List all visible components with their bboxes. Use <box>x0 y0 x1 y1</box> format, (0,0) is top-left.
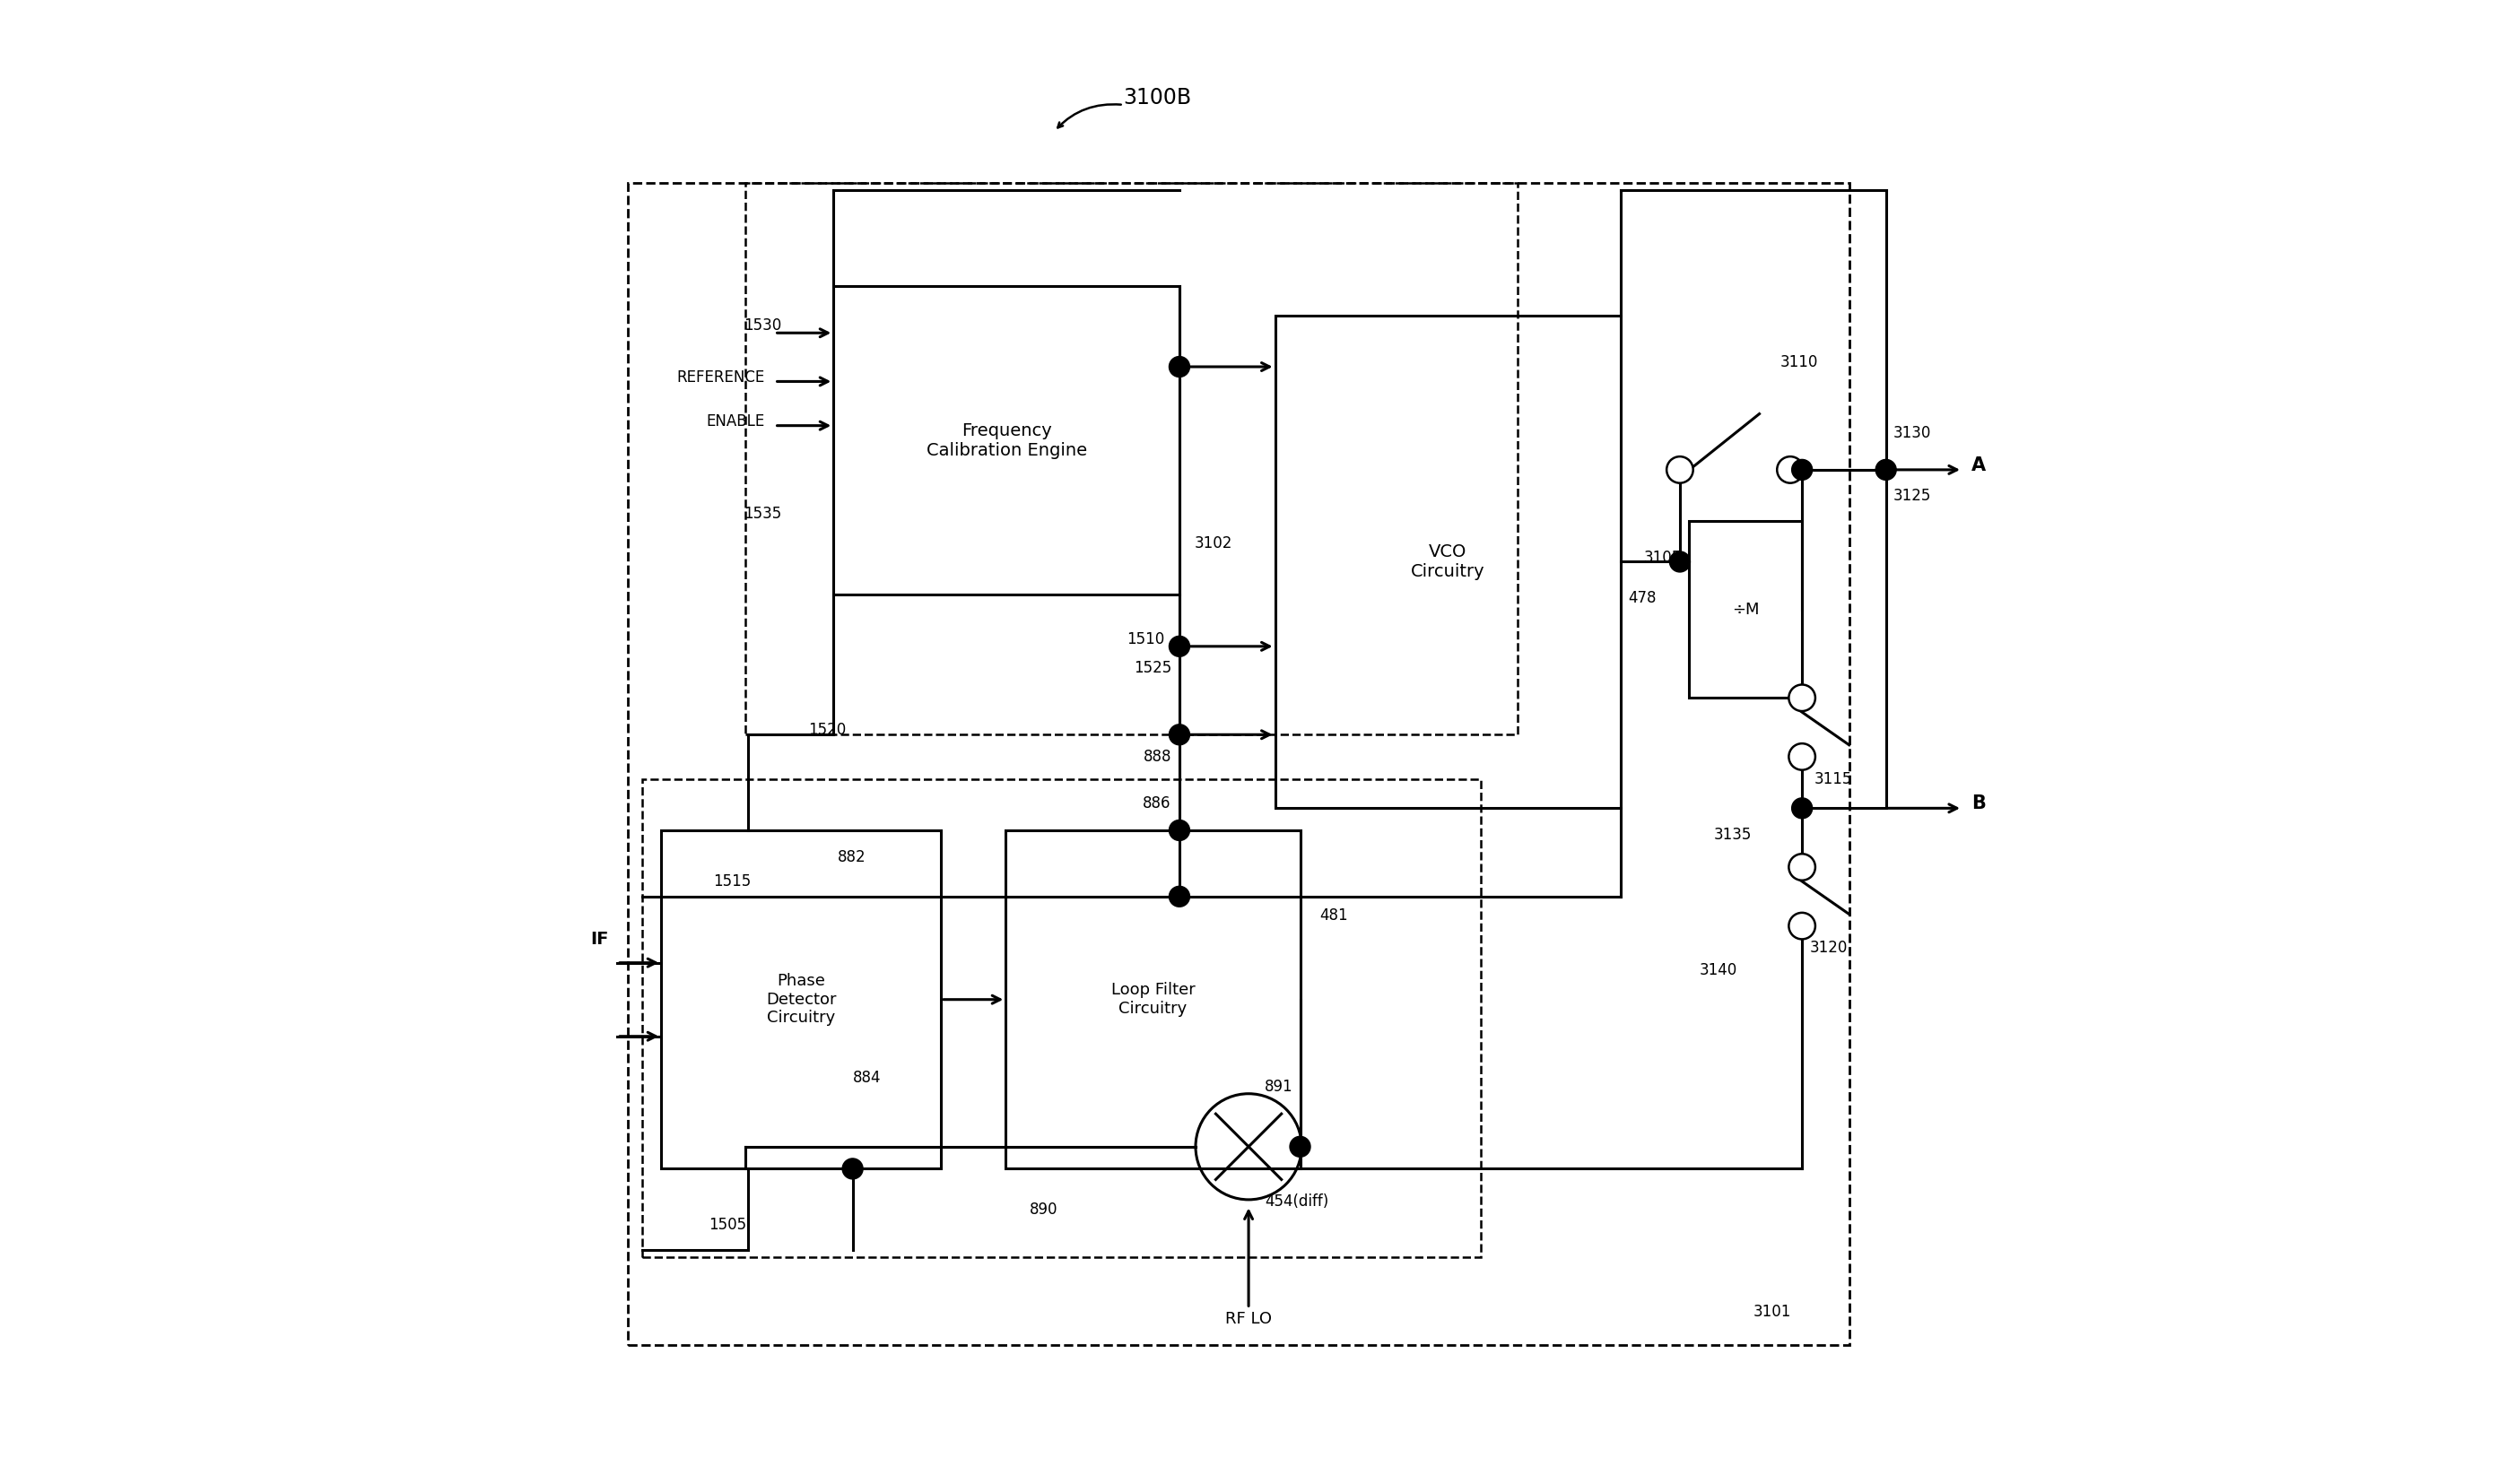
Circle shape <box>1291 1137 1311 1158</box>
Circle shape <box>1789 853 1814 880</box>
Text: 882: 882 <box>837 849 867 865</box>
Text: 3102: 3102 <box>1195 536 1233 552</box>
Text: REFERENCE: REFERENCE <box>677 370 764 386</box>
Text: 1535: 1535 <box>744 506 782 522</box>
Circle shape <box>1170 356 1190 377</box>
Circle shape <box>1792 460 1812 479</box>
Text: 3105: 3105 <box>1644 551 1682 565</box>
Text: 3130: 3130 <box>1895 424 1932 441</box>
Text: 3115: 3115 <box>1814 770 1852 787</box>
Circle shape <box>842 1159 862 1180</box>
Text: 481: 481 <box>1318 908 1348 923</box>
Circle shape <box>1666 457 1694 482</box>
Text: Phase
Detector
Circuitry: Phase Detector Circuitry <box>767 974 837 1027</box>
Text: Frequency
Calibration Engine: Frequency Calibration Engine <box>927 421 1088 459</box>
Text: 1510: 1510 <box>1128 631 1165 647</box>
Text: 3110: 3110 <box>1779 355 1817 371</box>
Text: B: B <box>1972 795 1985 813</box>
Text: 891: 891 <box>1266 1079 1293 1094</box>
Text: VCO
Circuitry: VCO Circuitry <box>1411 543 1486 580</box>
Text: 890: 890 <box>1030 1202 1058 1218</box>
Circle shape <box>1170 821 1190 840</box>
Text: 886: 886 <box>1143 795 1170 812</box>
Text: Loop Filter
Circuitry: Loop Filter Circuitry <box>1110 982 1195 1017</box>
Circle shape <box>1170 637 1190 656</box>
Text: 3125: 3125 <box>1895 488 1932 505</box>
Circle shape <box>1789 743 1814 770</box>
Circle shape <box>1789 684 1814 711</box>
Circle shape <box>1170 886 1190 907</box>
Text: ÷M: ÷M <box>1732 601 1759 617</box>
Text: 1520: 1520 <box>809 723 847 739</box>
Circle shape <box>1777 457 1804 482</box>
Text: 478: 478 <box>1629 591 1656 607</box>
Text: A: A <box>1972 457 1985 475</box>
Text: 1505: 1505 <box>709 1217 747 1233</box>
Text: 3101: 3101 <box>1754 1303 1792 1319</box>
Text: 3120: 3120 <box>1809 939 1847 956</box>
Text: 888: 888 <box>1143 748 1173 764</box>
Text: 1525: 1525 <box>1135 660 1173 677</box>
Text: 3100B: 3100B <box>1123 86 1190 108</box>
Circle shape <box>1170 724 1190 745</box>
Text: 1515: 1515 <box>712 874 752 890</box>
Text: 3140: 3140 <box>1699 962 1737 978</box>
Circle shape <box>1789 913 1814 939</box>
Text: ENABLE: ENABLE <box>707 413 764 429</box>
Text: 454(diff): 454(diff) <box>1266 1193 1328 1209</box>
Text: 1530: 1530 <box>744 318 782 334</box>
Circle shape <box>1792 798 1812 819</box>
Text: IF: IF <box>589 930 609 948</box>
Circle shape <box>1669 552 1689 571</box>
Circle shape <box>1874 460 1897 479</box>
Text: RF LO: RF LO <box>1225 1310 1273 1327</box>
Text: 3135: 3135 <box>1714 827 1752 843</box>
Text: 884: 884 <box>852 1070 882 1086</box>
